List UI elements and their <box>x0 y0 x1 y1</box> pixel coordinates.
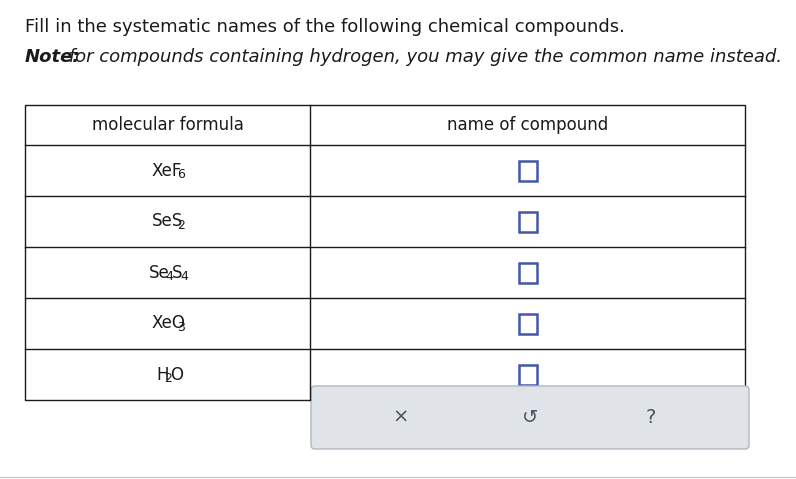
Text: 3: 3 <box>178 321 185 334</box>
Text: 2: 2 <box>165 372 173 385</box>
Text: 4: 4 <box>166 270 174 283</box>
Bar <box>518 262 537 283</box>
Text: 6: 6 <box>178 168 185 181</box>
Text: molecular formula: molecular formula <box>92 116 244 134</box>
Text: name of compound: name of compound <box>447 116 608 134</box>
Bar <box>518 160 537 181</box>
Bar <box>25 105 745 400</box>
Text: for compounds containing hydrogen, you may give the common name instead.: for compounds containing hydrogen, you m… <box>63 48 782 66</box>
Text: 4: 4 <box>180 270 188 283</box>
Bar <box>518 212 537 231</box>
Text: ×: × <box>392 408 409 427</box>
Text: Fill in the systematic names of the following chemical compounds.: Fill in the systematic names of the foll… <box>25 18 625 36</box>
Text: 2: 2 <box>178 219 185 232</box>
Text: Se: Se <box>149 263 170 282</box>
Text: SeS: SeS <box>152 213 183 230</box>
Text: O: O <box>170 365 184 384</box>
Text: S: S <box>172 263 182 282</box>
Text: ↺: ↺ <box>522 408 538 427</box>
FancyBboxPatch shape <box>311 386 749 449</box>
Bar <box>518 365 537 385</box>
Text: XeO: XeO <box>152 315 185 332</box>
Text: H: H <box>156 365 169 384</box>
Text: ?: ? <box>646 408 656 427</box>
Text: Note:: Note: <box>25 48 80 66</box>
Bar <box>518 313 537 333</box>
Text: XeF: XeF <box>152 161 182 180</box>
